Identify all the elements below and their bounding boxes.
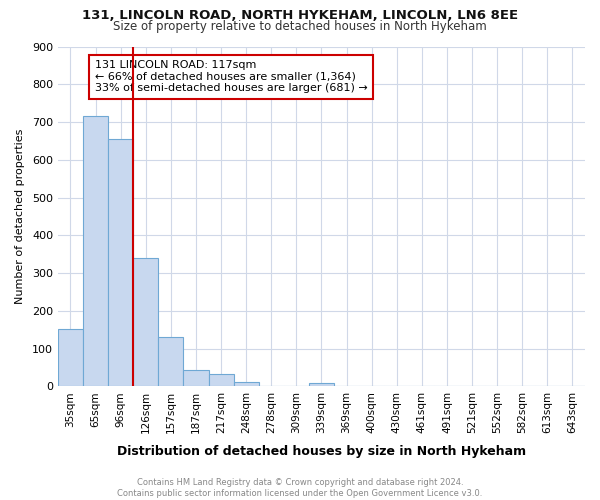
Bar <box>233 382 259 386</box>
Bar <box>158 338 184 386</box>
Bar <box>108 139 133 386</box>
Bar <box>209 374 233 386</box>
Text: Contains HM Land Registry data © Crown copyright and database right 2024.
Contai: Contains HM Land Registry data © Crown c… <box>118 478 482 498</box>
Text: 131, LINCOLN ROAD, NORTH HYKEHAM, LINCOLN, LN6 8EE: 131, LINCOLN ROAD, NORTH HYKEHAM, LINCOL… <box>82 9 518 22</box>
Bar <box>58 329 83 386</box>
Bar <box>83 116 108 386</box>
Text: 131 LINCOLN ROAD: 117sqm
← 66% of detached houses are smaller (1,364)
33% of sem: 131 LINCOLN ROAD: 117sqm ← 66% of detach… <box>95 60 368 94</box>
Bar <box>309 384 334 386</box>
Bar <box>133 258 158 386</box>
Y-axis label: Number of detached properties: Number of detached properties <box>15 129 25 304</box>
Text: Size of property relative to detached houses in North Hykeham: Size of property relative to detached ho… <box>113 20 487 33</box>
X-axis label: Distribution of detached houses by size in North Hykeham: Distribution of detached houses by size … <box>117 444 526 458</box>
Bar <box>184 370 209 386</box>
